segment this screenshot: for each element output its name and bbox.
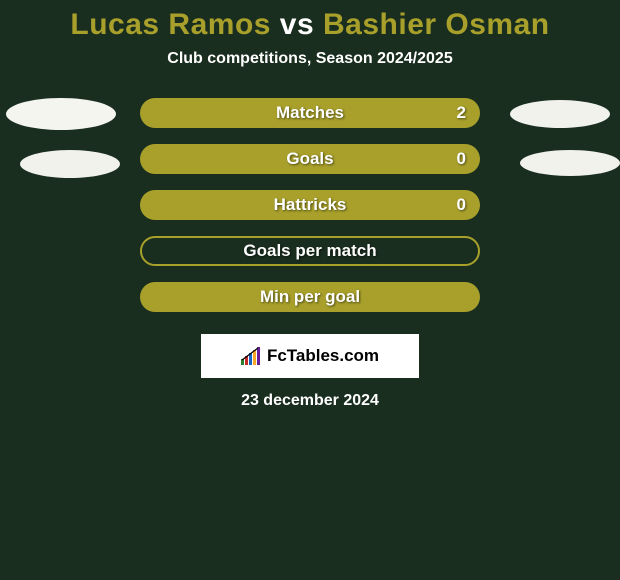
- stat-bars: Matches 2 Goals 0 Hattricks 0 Goals per …: [140, 98, 480, 312]
- page-title: Lucas Ramos vs Bashier Osman: [0, 0, 620, 42]
- logo-text: FcTables.com: [267, 346, 379, 366]
- subtitle: Club competitions, Season 2024/2025: [0, 50, 620, 68]
- bar-goals-per-match: Goals per match: [140, 236, 480, 266]
- bar-min-per-goal: Min per goal: [140, 282, 480, 312]
- footer-date: 23 december 2024: [0, 392, 620, 410]
- bar-hattricks: Hattricks 0: [140, 190, 480, 220]
- title-player2: Bashier Osman: [323, 8, 550, 41]
- bar-goals: Goals 0: [140, 144, 480, 174]
- title-vs: vs: [271, 8, 323, 41]
- bar-value: 2: [457, 103, 466, 123]
- bar-matches: Matches 2: [140, 98, 480, 128]
- logo-chart-icon: [241, 347, 263, 365]
- player1-avatar-icon: [6, 98, 116, 130]
- bar-label: Hattricks: [274, 195, 347, 215]
- player2-avatar2-icon: [520, 150, 620, 176]
- bar-label: Goals per match: [243, 241, 376, 261]
- player1-avatar2-icon: [20, 150, 120, 178]
- bar-label: Matches: [276, 103, 344, 123]
- logo-box: FcTables.com: [201, 334, 419, 378]
- bar-value: 0: [457, 149, 466, 169]
- bar-value: 0: [457, 195, 466, 215]
- title-player1: Lucas Ramos: [70, 8, 271, 41]
- stats-area: Matches 2 Goals 0 Hattricks 0 Goals per …: [0, 98, 620, 312]
- bar-label: Goals: [286, 149, 333, 169]
- bar-label: Min per goal: [260, 287, 360, 307]
- player2-avatar-icon: [510, 100, 610, 128]
